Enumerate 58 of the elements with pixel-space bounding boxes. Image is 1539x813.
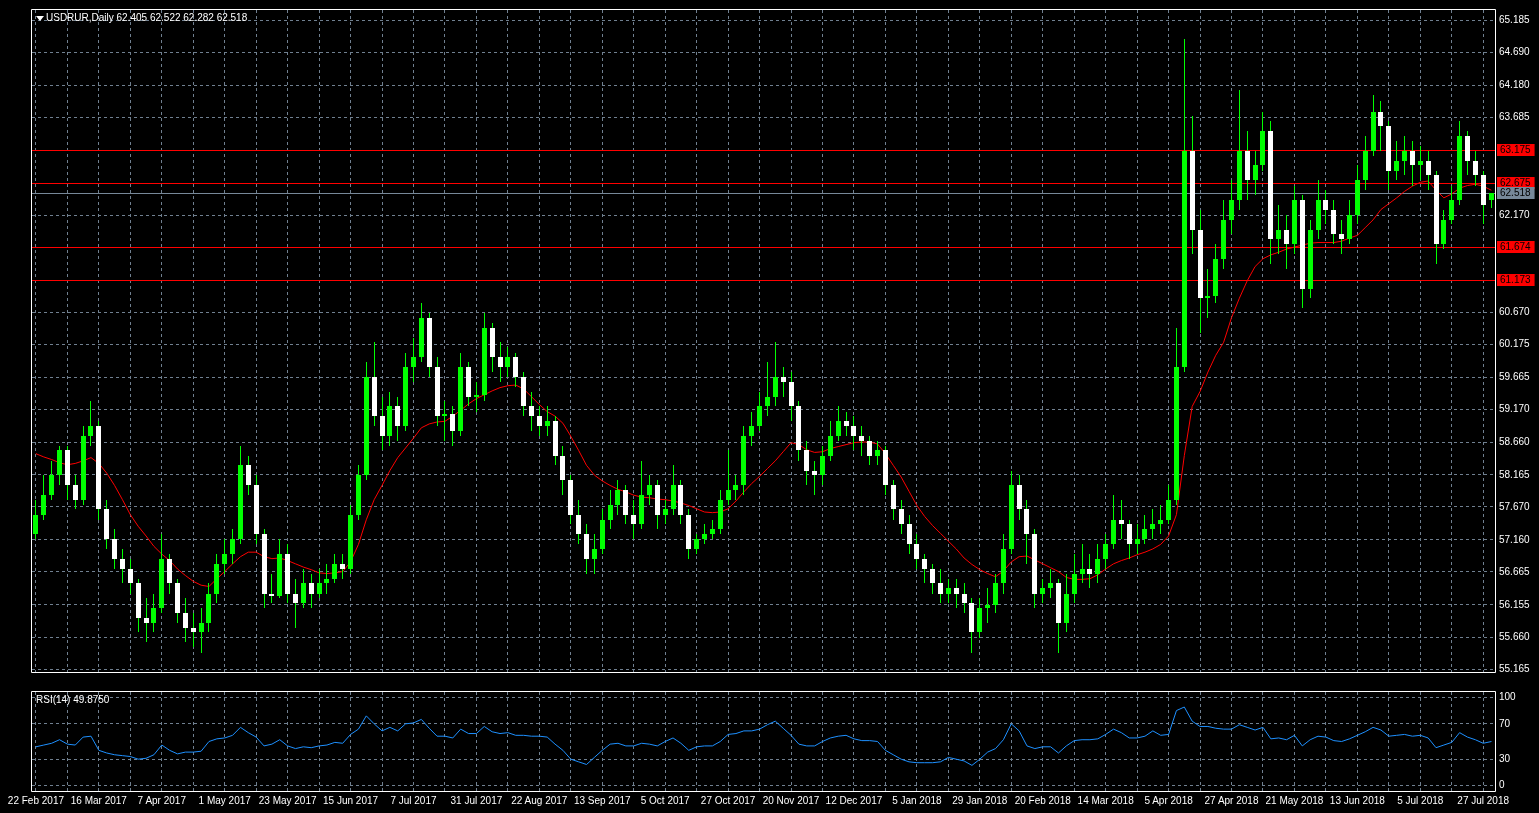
x-tick-label: 5 Apr 2018: [1144, 794, 1194, 806]
ref-line-label: 62.675: [1500, 177, 1532, 189]
y-tick-label: 57.160: [1499, 533, 1531, 545]
chart-title: RSI(14) 49.8750: [36, 693, 110, 705]
x-tick-label: 29 Jan 2018: [952, 794, 1008, 806]
x-tick-label: 27 Jul 2018: [1457, 794, 1510, 806]
y-tick-label: 55.660: [1499, 630, 1531, 642]
x-tick-label: 20 Nov 2017: [762, 794, 820, 806]
x-tick-label: 13 Sep 2017: [573, 794, 632, 806]
y-tick-label: 62.170: [1499, 209, 1531, 221]
y-tick-label: 65.185: [1499, 13, 1531, 25]
ref-line-label: 62.518: [1500, 187, 1532, 199]
x-tick-label: 21 May 2018: [1265, 794, 1324, 806]
x-tick-label: 5 Oct 2017: [640, 794, 691, 806]
x-tick-label: 5 Jan 2018: [892, 794, 943, 806]
ref-line-label: 61.674: [1500, 241, 1532, 253]
y-tick-label: 56.155: [1499, 598, 1531, 610]
y-tick-label: 63.685: [1499, 110, 1531, 122]
y-tick-label: 58.660: [1499, 436, 1531, 448]
x-tick-label: 1 May 2017: [198, 794, 252, 806]
y-tick-label: 60.175: [1499, 338, 1531, 350]
x-tick-label: 20 Feb 2018: [1014, 794, 1072, 806]
x-tick-label: 7 Jul 2017: [390, 794, 437, 806]
y-tick-label: 59.665: [1499, 371, 1531, 383]
ref-line-label: 61.173: [1500, 274, 1532, 286]
y-tick-label: 56.665: [1499, 565, 1531, 577]
candlestick: [1119, 500, 1124, 539]
x-tick-label: 22 Feb 2017: [7, 794, 65, 806]
candlestick: [269, 574, 274, 603]
x-tick-label: 31 Jul 2017: [450, 794, 503, 806]
x-tick-label: 23 May 2017: [258, 794, 317, 806]
candlestick: [442, 401, 447, 441]
y-tick-label: 58.165: [1499, 468, 1531, 480]
y-tick-label: 64.690: [1499, 45, 1531, 57]
x-tick-label: 12 Dec 2017: [825, 794, 883, 806]
y-tick-label: 55.165: [1499, 662, 1531, 674]
y-tick-label: 57.670: [1499, 500, 1531, 512]
ref-line-label: 63.175: [1500, 144, 1532, 156]
y-tick-label: 30: [1499, 752, 1511, 764]
chart-title: USDRUR,Daily 62.405 62.522 62.282 62.518: [46, 11, 248, 23]
y-tick-label: 60.670: [1499, 306, 1531, 318]
x-tick-label: 7 Apr 2017: [137, 794, 187, 806]
x-tick-label: 27 Apr 2018: [1204, 794, 1259, 806]
candlestick: [985, 588, 990, 623]
y-tick-label: 100: [1499, 691, 1517, 703]
x-tick-label: 27 Oct 2017: [700, 794, 756, 806]
x-tick-label: 16 Mar 2017: [70, 794, 128, 806]
x-tick-label: 15 Jun 2017: [323, 794, 379, 806]
x-tick-label: 22 Aug 2017: [511, 794, 568, 806]
y-tick-label: 0: [1499, 779, 1505, 791]
x-tick-label: 14 Mar 2018: [1077, 794, 1135, 806]
y-tick-label: 70: [1499, 717, 1511, 729]
y-tick-label: 59.170: [1499, 403, 1531, 415]
y-tick-label: 64.180: [1499, 78, 1531, 90]
candlestick: [474, 382, 479, 412]
x-tick-label: 13 Jun 2018: [1329, 794, 1386, 806]
x-tick-label: 5 Jul 2018: [1397, 794, 1444, 806]
candlestick: [1205, 269, 1210, 318]
